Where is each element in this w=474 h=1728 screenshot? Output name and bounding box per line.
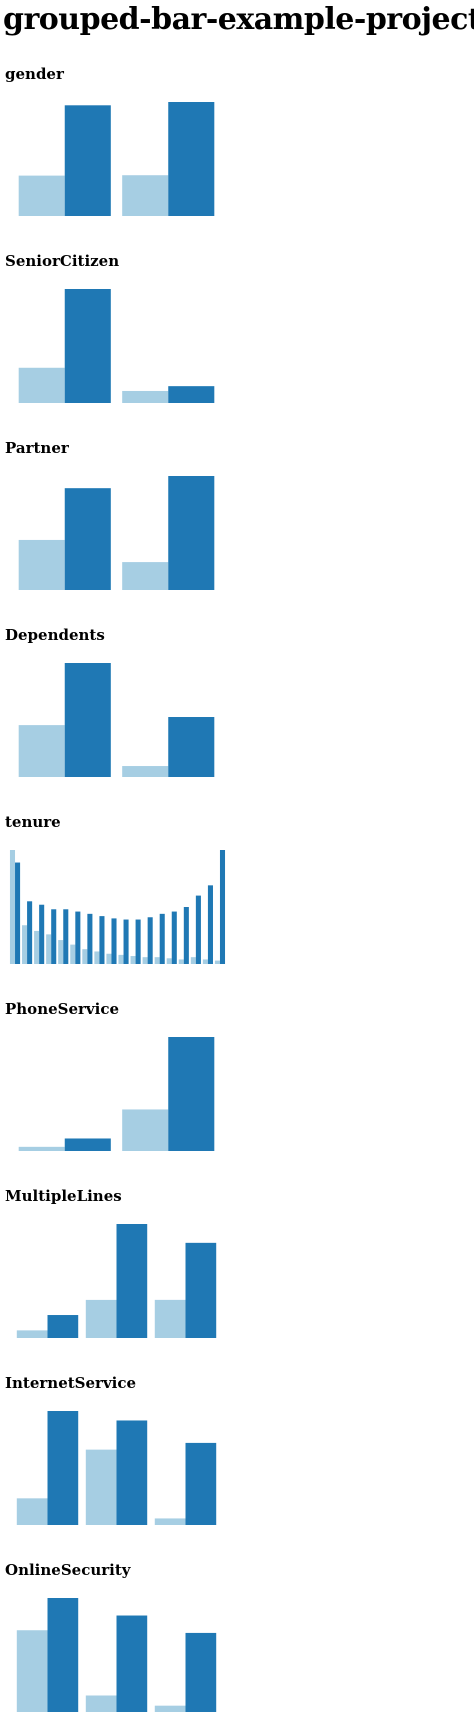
bar-tenure-g5-s1 xyxy=(75,911,81,964)
bar-tenure-g0-s1 xyxy=(15,862,21,964)
bar-gender-g1-s0 xyxy=(122,175,169,216)
bar-seniorcitizen-g0-s1 xyxy=(64,289,111,403)
bar-gender-g1-s1 xyxy=(168,102,215,216)
bar-onlinesecurity-g0-s0 xyxy=(16,1630,48,1712)
chart-phoneservice xyxy=(18,1037,215,1151)
bar-tenure-g12-s1 xyxy=(159,913,165,964)
bar-internetservice-g0-s1 xyxy=(47,1411,79,1525)
bar-tenure-g13-s0 xyxy=(166,958,172,964)
bar-tenure-g1-s1 xyxy=(27,901,33,964)
bar-tenure-g7-s0 xyxy=(94,951,100,964)
bar-onlinesecurity-g2-s1 xyxy=(185,1632,217,1712)
bar-tenure-g4-s0 xyxy=(58,940,64,964)
bar-internetservice-g1-s0 xyxy=(85,1449,117,1525)
bar-tenure-g3-s1 xyxy=(51,909,57,964)
chart-title-internetservice: InternetService xyxy=(5,1374,137,1392)
bar-tenure-g7-s1 xyxy=(99,916,105,964)
bar-multiplelines-g1-s1 xyxy=(116,1224,148,1338)
bar-tenure-g15-s0 xyxy=(190,957,196,964)
bar-multiplelines-g1-s0 xyxy=(85,1299,117,1338)
bar-tenure-g2-s1 xyxy=(39,904,45,964)
bar-tenure-g9-s0 xyxy=(118,954,124,964)
bar-tenure-g17-s1 xyxy=(219,850,226,964)
page-title: grouped-bar-example-project xyxy=(3,2,474,37)
bar-onlinesecurity-g1-s0 xyxy=(85,1695,117,1712)
bar-partner-g0-s0 xyxy=(18,539,65,590)
bar-partner-g0-s1 xyxy=(64,488,111,590)
bar-phoneservice-g0-s1 xyxy=(64,1138,111,1151)
bar-onlinesecurity-g0-s1 xyxy=(47,1598,79,1712)
bar-partner-g1-s0 xyxy=(122,562,169,590)
bar-internetservice-g0-s0 xyxy=(16,1498,48,1525)
chart-onlinesecurity xyxy=(16,1598,217,1712)
chart-title-tenure: tenure xyxy=(5,813,61,831)
bar-onlinesecurity-g2-s0 xyxy=(154,1705,186,1712)
bar-tenure-g1-s0 xyxy=(22,925,28,964)
chart-internetservice xyxy=(16,1411,217,1525)
bar-phoneservice-g0-s0 xyxy=(18,1146,65,1151)
bar-tenure-g16-s0 xyxy=(202,959,208,964)
chart-title-multiplelines: MultipleLines xyxy=(5,1187,122,1205)
bar-tenure-g15-s1 xyxy=(195,895,201,964)
chart-partner xyxy=(18,476,215,590)
bar-tenure-g4-s1 xyxy=(63,909,69,964)
chart-title-gender: gender xyxy=(5,65,64,83)
bar-tenure-g9-s1 xyxy=(123,919,129,964)
bar-onlinesecurity-g1-s1 xyxy=(116,1615,148,1712)
bar-tenure-g8-s1 xyxy=(111,918,117,964)
bar-gender-g0-s0 xyxy=(18,175,65,216)
bar-tenure-g11-s0 xyxy=(142,957,148,964)
bar-tenure-g3-s0 xyxy=(46,934,52,964)
bar-tenure-g16-s1 xyxy=(207,885,213,964)
bar-tenure-g6-s0 xyxy=(82,949,88,964)
bar-internetservice-g2-s1 xyxy=(185,1442,217,1525)
bar-seniorcitizen-g1-s1 xyxy=(168,386,215,403)
bar-phoneservice-g1-s1 xyxy=(168,1037,215,1151)
bar-partner-g1-s1 xyxy=(168,476,215,590)
chart-tenure xyxy=(9,850,226,964)
bar-tenure-g17-s0 xyxy=(214,960,220,964)
chart-gender xyxy=(18,102,215,216)
bar-tenure-g10-s1 xyxy=(135,919,141,964)
bar-tenure-g5-s0 xyxy=(70,944,76,964)
chart-title-seniorcitizen: SeniorCitizen xyxy=(5,252,120,270)
bar-internetservice-g1-s1 xyxy=(116,1420,148,1525)
bar-multiplelines-g0-s1 xyxy=(47,1315,79,1338)
bar-internetservice-g2-s0 xyxy=(154,1518,186,1525)
bar-tenure-g11-s1 xyxy=(147,917,153,964)
bar-tenure-g0-s0 xyxy=(9,850,16,964)
chart-seniorcitizen xyxy=(18,289,215,403)
bar-seniorcitizen-g0-s0 xyxy=(18,367,65,403)
bar-tenure-g12-s0 xyxy=(154,957,160,964)
bar-dependents-g1-s0 xyxy=(122,766,169,777)
bar-tenure-g14-s0 xyxy=(178,959,184,964)
bar-multiplelines-g2-s0 xyxy=(154,1299,186,1338)
bar-seniorcitizen-g1-s0 xyxy=(122,390,169,403)
chart-title-phoneservice: PhoneService xyxy=(5,1000,120,1018)
bar-tenure-g13-s1 xyxy=(171,911,177,964)
chart-multiplelines xyxy=(16,1224,217,1338)
bar-multiplelines-g2-s1 xyxy=(185,1242,217,1338)
bar-phoneservice-g1-s0 xyxy=(122,1109,169,1151)
bar-multiplelines-g0-s0 xyxy=(16,1330,48,1338)
chart-title-dependents: Dependents xyxy=(5,626,105,644)
bar-dependents-g0-s0 xyxy=(18,725,65,777)
bar-tenure-g6-s1 xyxy=(87,913,93,964)
bar-tenure-g14-s1 xyxy=(183,907,189,964)
chart-title-partner: Partner xyxy=(5,439,69,457)
bar-tenure-g8-s0 xyxy=(106,953,112,964)
bar-dependents-g1-s1 xyxy=(168,717,215,777)
chart-dependents xyxy=(18,663,215,777)
bar-gender-g0-s1 xyxy=(64,105,111,216)
bar-tenure-g10-s0 xyxy=(130,956,136,964)
bar-tenure-g2-s0 xyxy=(34,930,40,964)
chart-title-onlinesecurity: OnlineSecurity xyxy=(5,1561,131,1579)
bar-dependents-g0-s1 xyxy=(64,663,111,777)
